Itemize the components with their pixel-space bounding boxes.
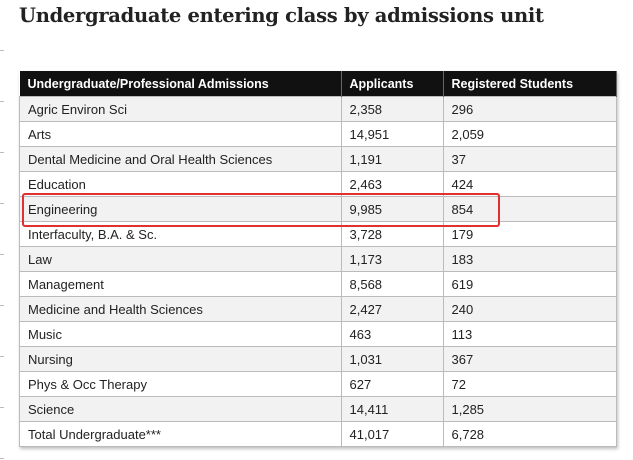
registered-cell: 183 — [442, 246, 617, 272]
applicants-cell: 41,017 — [340, 421, 444, 447]
registered-cell: 619 — [442, 271, 617, 297]
header-registered: Registered Students — [443, 71, 617, 97]
unit-cell: Total Undergraduate*** — [19, 421, 342, 447]
applicants-cell: 2,358 — [340, 96, 444, 122]
applicants-cell: 14,951 — [340, 121, 444, 147]
table-header-row: Undergraduate/Professional Admissions Ap… — [19, 71, 617, 97]
table-row: Total Undergraduate*** 41,017 6,728 — [19, 421, 617, 447]
registered-cell: 240 — [442, 296, 617, 322]
table-row: Education 2,463 424 — [19, 171, 617, 197]
table-row: Science 14,411 1,285 — [19, 396, 617, 422]
registered-cell: 296 — [442, 96, 617, 122]
table-row: Arts 14,951 2,059 — [19, 121, 617, 147]
applicants-cell: 463 — [340, 321, 444, 347]
unit-cell: Music — [19, 321, 342, 347]
table-row: Law 1,173 183 — [19, 246, 617, 272]
applicants-cell: 2,463 — [340, 171, 444, 197]
registered-cell: 72 — [442, 371, 617, 397]
header-unit: Undergraduate/Professional Admissions — [19, 71, 342, 97]
unit-cell: Nursing — [19, 346, 342, 372]
table-row: Medicine and Health Sciences 2,427 240 — [19, 296, 617, 322]
table-row: Phys & Occ Therapy 627 72 — [19, 371, 617, 397]
unit-cell: Management — [19, 271, 342, 297]
applicants-cell: 1,173 — [340, 246, 444, 272]
page-title: Undergraduate entering class by admissio… — [19, 4, 544, 27]
admissions-table: Undergraduate/Professional Admissions Ap… — [19, 71, 617, 447]
applicants-cell: 627 — [340, 371, 444, 397]
page-edge-dots — [0, 0, 4, 460]
unit-cell: Science — [19, 396, 342, 422]
table-row: Nursing 1,031 367 — [19, 346, 617, 372]
applicants-cell: 8,568 — [340, 271, 444, 297]
table-row: Management 8,568 619 — [19, 271, 617, 297]
applicants-cell: 9,985 — [340, 196, 444, 222]
registered-cell: 854 — [442, 196, 617, 222]
registered-cell: 367 — [442, 346, 617, 372]
header-applicants: Applicants — [341, 71, 444, 97]
applicants-cell: 1,191 — [340, 146, 444, 172]
highlight-box — [22, 193, 500, 227]
registered-cell: 37 — [442, 146, 617, 172]
registered-cell: 1,285 — [442, 396, 617, 422]
unit-cell: Phys & Occ Therapy — [19, 371, 342, 397]
unit-cell: Dental Medicine and Oral Health Sciences — [19, 146, 342, 172]
table-row: Dental Medicine and Oral Health Sciences… — [19, 146, 617, 172]
registered-cell: 2,059 — [442, 121, 617, 147]
unit-cell: Education — [19, 171, 342, 197]
unit-cell: Agric Environ Sci — [19, 96, 342, 122]
unit-cell: Arts — [19, 121, 342, 147]
registered-cell: 6,728 — [442, 421, 617, 447]
unit-cell: Law — [19, 246, 342, 272]
table-row: Music 463 113 — [19, 321, 617, 347]
registered-cell: 113 — [442, 321, 617, 347]
applicants-cell: 14,411 — [340, 396, 444, 422]
applicants-cell: 2,427 — [340, 296, 444, 322]
unit-cell: Medicine and Health Sciences — [19, 296, 342, 322]
applicants-cell: 1,031 — [340, 346, 444, 372]
table-row: Agric Environ Sci 2,358 296 — [19, 96, 617, 122]
